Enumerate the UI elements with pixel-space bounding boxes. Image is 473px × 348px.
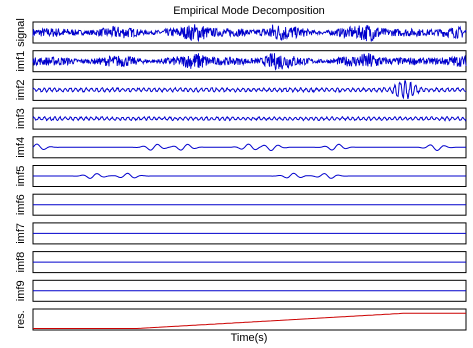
series-line-imf1 <box>32 52 467 71</box>
panels-group: signal imf1 imf2 imf3 imf4 imf5 imf6 imf7 imf8 im… <box>15 18 467 331</box>
chart-title: Empirical Mode Decomposition <box>173 5 325 17</box>
series-line-imf4 <box>32 143 466 152</box>
row-label-imf8: imf8 <box>15 252 27 273</box>
row-label-imf9: imf9 <box>15 280 27 301</box>
series-line-signal <box>32 24 467 43</box>
x-axis-label: Time(s) <box>231 332 268 344</box>
series-line-imf3 <box>32 115 467 122</box>
row-label-imf1: imf1 <box>15 51 27 72</box>
panel-frame-res <box>32 308 467 331</box>
row-label-imf3: imf3 <box>15 108 27 129</box>
row-label-imf4: imf4 <box>15 137 27 158</box>
series-line-imf5 <box>33 172 466 179</box>
row-label-signal: signal <box>15 18 27 47</box>
series-line-res <box>33 312 466 329</box>
row-label-res: res. <box>15 310 27 328</box>
series-line-imf2 <box>32 80 467 100</box>
row-label-imf5: imf5 <box>15 166 27 187</box>
row-label-imf6: imf6 <box>15 194 27 215</box>
row-label-imf7: imf7 <box>15 223 27 244</box>
row-label-imf2: imf2 <box>15 80 27 101</box>
